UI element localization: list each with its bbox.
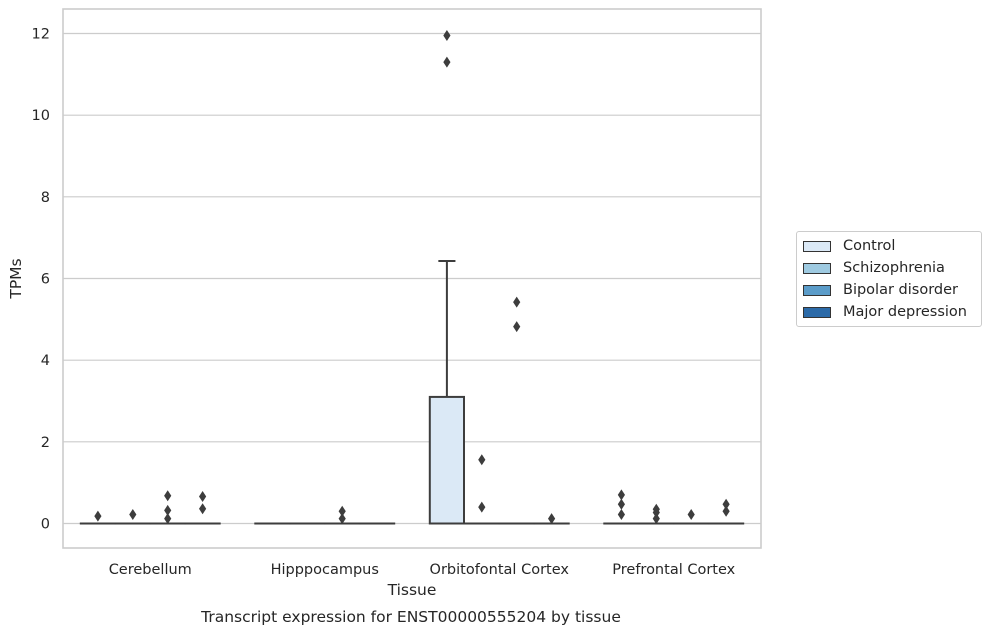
outlier-point xyxy=(443,30,451,42)
y-tick-label: 2 xyxy=(41,435,50,451)
legend-item-schizophrenia: Schizophrenia xyxy=(803,259,945,277)
y-axis-label: TPMs xyxy=(7,258,25,299)
y-tick-label: 10 xyxy=(32,108,50,124)
outlier-point xyxy=(164,513,172,525)
box-bipolar-disorder-hipppocampus xyxy=(324,505,361,525)
outlier-point xyxy=(513,321,521,333)
box-major-depression-orbitofontal-cortex xyxy=(533,513,570,525)
outlier-point xyxy=(199,491,207,503)
outlier-point xyxy=(617,498,625,510)
box-major-depression-prefrontal-cortex xyxy=(707,498,745,525)
outlier-point xyxy=(722,498,730,510)
outlier-point xyxy=(652,503,660,515)
box-schizophrenia-cerebellum xyxy=(114,509,151,525)
outlier-point xyxy=(617,489,625,501)
legend-swatch-control xyxy=(803,240,831,252)
box-major-depression-cerebellum xyxy=(184,491,221,525)
outlier-point xyxy=(548,513,556,525)
outlier-point xyxy=(164,504,172,516)
x-axis-label: Tissue xyxy=(387,581,437,599)
box-control-cerebellum xyxy=(79,510,117,525)
outlier-point xyxy=(513,296,521,308)
box-schizophrenia-prefrontal-cortex xyxy=(638,503,675,525)
x-tick-label-hipppocampus: Hipppocampus xyxy=(271,562,379,578)
plot-frame xyxy=(62,8,762,549)
outlier-point xyxy=(164,490,172,502)
box-body xyxy=(428,395,466,525)
outlier-point xyxy=(617,509,625,521)
outlier-point xyxy=(338,505,346,517)
legend-label-bipolar-disorder: Bipolar disorder xyxy=(843,282,958,298)
outlier-point xyxy=(129,509,137,521)
y-tick-label: 4 xyxy=(41,353,50,369)
legend-item-major-depression: Major depression xyxy=(803,303,967,321)
outlier-point xyxy=(478,501,486,513)
x-tick-label-prefrontal-cortex: Prefrontal Cortex xyxy=(612,562,735,578)
outlier-point xyxy=(443,56,451,68)
box-control-orbitofontal-cortex xyxy=(428,30,466,525)
outlier-point xyxy=(687,509,695,521)
legend: Control Schizophrenia Bipolar disorder M… xyxy=(796,231,982,327)
box-bipolar-disorder-cerebellum xyxy=(149,490,186,525)
legend-label-control: Control xyxy=(843,238,896,254)
y-tick-label: 6 xyxy=(41,272,50,288)
outlier-point xyxy=(94,510,102,522)
grid-lines xyxy=(63,32,761,525)
box-bipolar-disorder-orbitofontal-cortex xyxy=(498,296,535,525)
legend-swatch-schizophrenia xyxy=(803,262,831,274)
legend-swatch-bipolar-disorder xyxy=(803,284,831,296)
box-schizophrenia-orbitofontal-cortex xyxy=(463,454,500,525)
legend-item-bipolar-disorder: Bipolar disorder xyxy=(803,281,958,299)
legend-swatch-major-depression xyxy=(803,306,831,318)
y-tick-label: 0 xyxy=(41,517,50,533)
box-control-prefrontal-cortex xyxy=(603,489,640,525)
y-tick-labels: 0 2 4 6 8 10 12 xyxy=(32,27,50,533)
legend-label-major-depression: Major depression xyxy=(843,304,967,320)
y-tick-label: 8 xyxy=(41,190,50,206)
box-plot-marks xyxy=(79,30,745,525)
chart-title: Transcript expression for ENST0000055520… xyxy=(200,608,621,626)
x-tick-label-orbitofontal-cortex: Orbitofontal Cortex xyxy=(430,562,570,578)
outlier-point xyxy=(199,503,207,515)
legend-label-schizophrenia: Schizophrenia xyxy=(843,260,945,276)
legend-item-control: Control xyxy=(803,237,895,255)
y-tick-label: 12 xyxy=(32,27,50,43)
x-tick-label-cerebellum: Cerebellum xyxy=(109,562,192,578)
x-tick-labels: Cerebellum Hipppocampus Orbitofontal Corte… xyxy=(109,562,736,578)
outlier-point xyxy=(338,513,346,525)
outlier-point xyxy=(478,454,486,466)
outlier-point xyxy=(722,505,730,517)
outlier-point xyxy=(652,513,660,525)
box-bipolar-disorder-prefrontal-cortex xyxy=(673,509,710,525)
